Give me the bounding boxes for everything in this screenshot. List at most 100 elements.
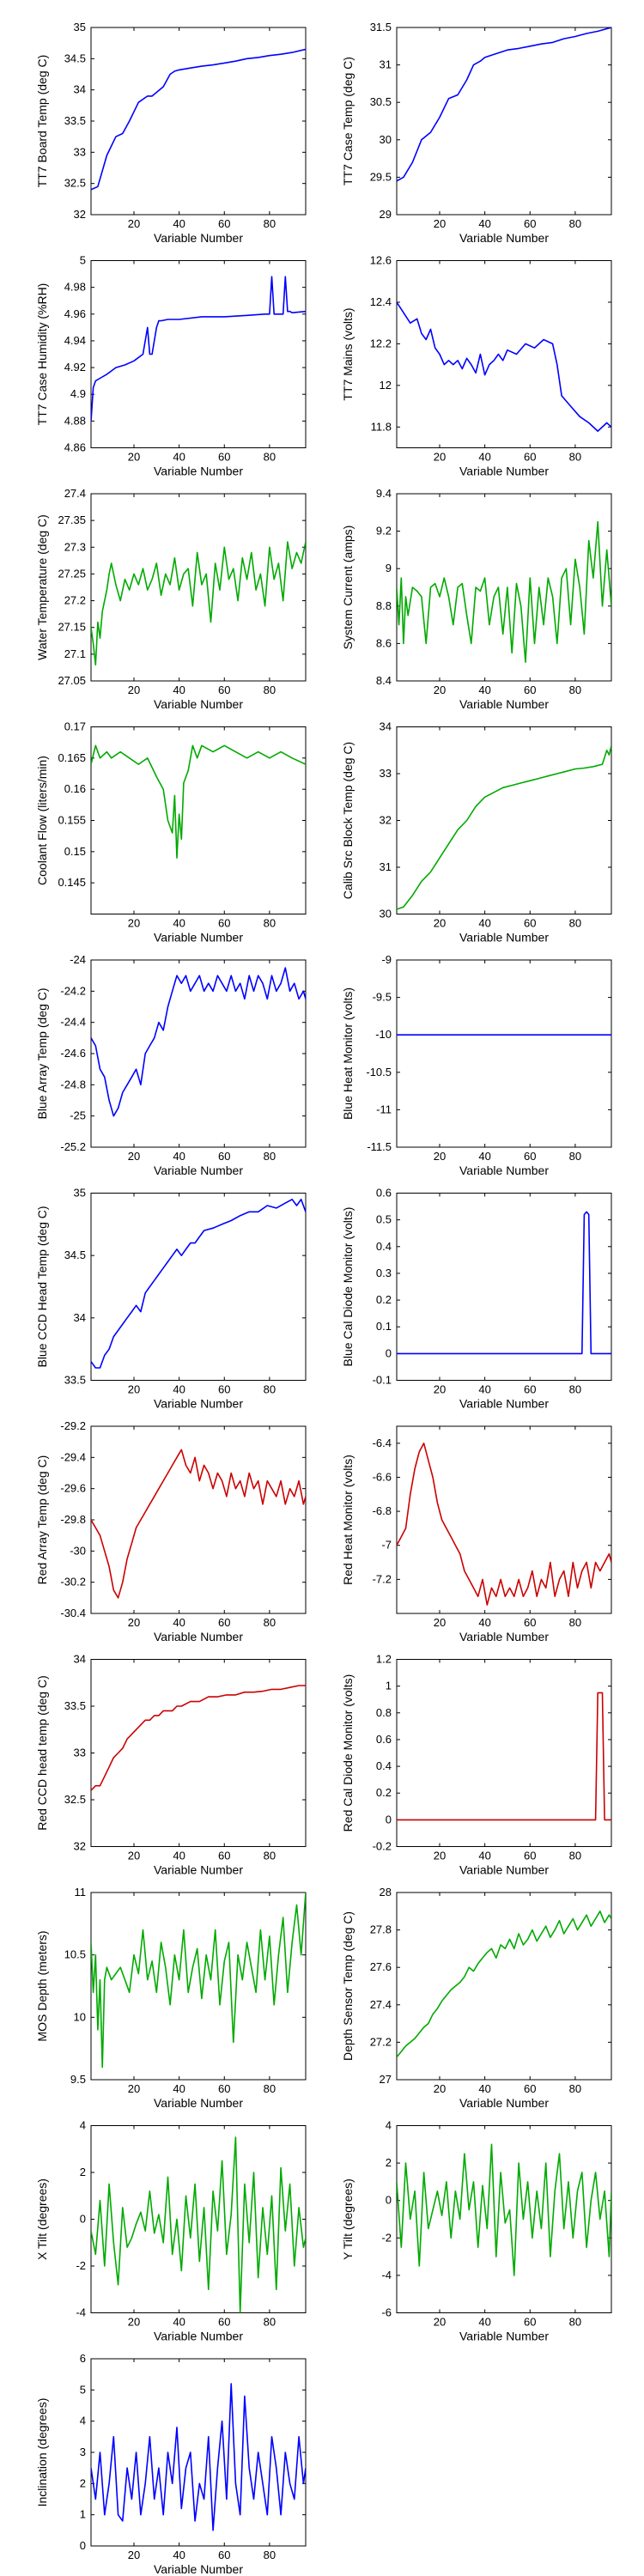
x-tick-label: 80 bbox=[264, 1150, 276, 1163]
x-tick-label: 60 bbox=[524, 2316, 536, 2329]
y-tick-label: 33 bbox=[74, 1747, 86, 1759]
y-tick-label: 27.8 bbox=[370, 1923, 392, 1936]
y-tick-label: 2 bbox=[386, 2156, 392, 2169]
x-tick-label: 80 bbox=[569, 1616, 581, 1629]
series-line bbox=[91, 48, 306, 191]
x-tick-label: 20 bbox=[128, 2549, 140, 2561]
chart-panel: 20 40 60 80 4.86 4.88 4.9 4.92 4.94 4.96 4.98 5 Vari… bbox=[35, 254, 307, 478]
x-tick-label: 40 bbox=[478, 217, 490, 230]
x-tick-label: 80 bbox=[569, 917, 581, 930]
x-tick-label: 40 bbox=[173, 451, 185, 464]
x-tick-label: 40 bbox=[478, 2082, 490, 2095]
x-axis-label: Variable Number bbox=[459, 697, 549, 711]
x-tick-label: 20 bbox=[434, 1383, 446, 1396]
y-tick-label: 4 bbox=[80, 2119, 86, 2132]
y-tick-label: 0.15 bbox=[64, 845, 86, 858]
y-axis-label: Y Tilt (degrees) bbox=[341, 2178, 355, 2260]
y-tick-label: 0.6 bbox=[376, 1187, 392, 1200]
y-axis-label: MOS Depth (meters) bbox=[35, 1930, 49, 2041]
y-axis-label: Red Heat Monitor (volts) bbox=[341, 1455, 355, 1585]
y-tick-label: 4.9 bbox=[70, 387, 86, 400]
x-tick-label: 40 bbox=[173, 2549, 185, 2561]
x-axis-label: Variable Number bbox=[459, 2330, 549, 2343]
y-tick-label: -11.5 bbox=[367, 1140, 392, 1153]
series-line bbox=[91, 1449, 306, 1599]
y-tick-label: 8.8 bbox=[376, 599, 392, 612]
x-tick-label: 80 bbox=[569, 1150, 581, 1163]
x-tick-label: 80 bbox=[264, 1616, 276, 1629]
y-tick-label: 9.4 bbox=[376, 487, 392, 500]
series-line bbox=[397, 745, 611, 910]
y-tick-label: 12.2 bbox=[370, 337, 392, 349]
y-tick-label: 32.5 bbox=[64, 1793, 86, 1806]
chart-panel: 20 40 60 80 32 32.5 33 33.5 34 34.5 35 Variable Num… bbox=[35, 21, 307, 245]
x-tick-label: 40 bbox=[478, 1616, 490, 1629]
y-tick-label: 4.94 bbox=[64, 334, 86, 347]
plot-frame bbox=[396, 959, 612, 1148]
chart-panel: 20 40 60 80 -7.2 -7 -6.8 -6.6 -6.4 Variable Numbe… bbox=[341, 1425, 612, 1643]
plot-frame bbox=[90, 1193, 307, 1381]
series-line bbox=[91, 2136, 306, 2313]
y-tick-label: 27.35 bbox=[58, 513, 86, 526]
plot-frame bbox=[90, 260, 307, 448]
y-tick-label: -6.4 bbox=[373, 1437, 392, 1449]
x-tick-label: 20 bbox=[128, 2082, 140, 2095]
chart-panel: 20 40 60 80 -0.1 0 0.1 0.2 0.3 0.4 0.5 0.6 Variable … bbox=[341, 1187, 612, 1411]
x-tick-label: 40 bbox=[173, 217, 185, 230]
x-tick-label: 20 bbox=[434, 451, 446, 464]
y-axis-label: TT7 Board Temp (deg C) bbox=[35, 55, 49, 188]
x-tick-label: 20 bbox=[128, 1383, 140, 1396]
x-tick-label: 60 bbox=[524, 1383, 536, 1396]
x-tick-label: 60 bbox=[218, 2549, 230, 2561]
y-axis-label: TT7 Case Humidity (%RH) bbox=[35, 283, 49, 426]
x-tick-label: 80 bbox=[569, 2316, 581, 2329]
series-line bbox=[91, 2383, 306, 2531]
x-tick-label: 80 bbox=[569, 217, 581, 230]
plot-frame bbox=[396, 1659, 612, 1847]
series-line bbox=[397, 1211, 611, 1355]
chart-panel: 20 40 60 80 11.8 12 12.2 12.4 12.6 Variable Numbe… bbox=[341, 254, 612, 478]
chart-panel: 20 40 60 80 33.5 34 34.5 35 Variable Number Blue … bbox=[35, 1187, 307, 1411]
y-tick-label: -11 bbox=[376, 1103, 392, 1115]
y-tick-label: 0.155 bbox=[58, 814, 86, 827]
x-tick-label: 60 bbox=[218, 1383, 230, 1396]
y-tick-label: 10.5 bbox=[64, 1948, 86, 1961]
y-tick-label: 27.2 bbox=[64, 594, 86, 607]
x-tick-label: 80 bbox=[569, 1383, 581, 1396]
y-tick-label: 33.5 bbox=[64, 1374, 86, 1387]
chart-panel: 20 40 60 80 -25.2 -25 -24.8 -24.6 -24.4 -24.2 -24 V… bbox=[35, 953, 307, 1177]
x-axis-label: Variable Number bbox=[459, 1163, 549, 1177]
y-tick-label: 27.05 bbox=[58, 674, 86, 687]
series-line bbox=[397, 27, 611, 182]
y-tick-label: -2 bbox=[76, 2259, 86, 2272]
x-tick-label: 60 bbox=[218, 217, 230, 230]
plot-frame bbox=[90, 959, 307, 1148]
y-axis-label: Depth Sensor Temp (deg C) bbox=[341, 1911, 355, 2061]
y-tick-label: 32 bbox=[74, 208, 86, 221]
y-tick-label: 0.2 bbox=[376, 1786, 392, 1799]
x-tick-label: 60 bbox=[524, 1616, 536, 1629]
x-tick-label: 20 bbox=[434, 1150, 446, 1163]
x-tick-label: 40 bbox=[478, 917, 490, 930]
x-axis-label: Variable Number bbox=[154, 1863, 243, 1877]
x-tick-label: 60 bbox=[218, 451, 230, 464]
y-tick-label: 11.8 bbox=[371, 420, 392, 433]
x-axis-label: Variable Number bbox=[154, 931, 243, 945]
y-tick-label: 8.4 bbox=[376, 674, 392, 687]
plot-frame bbox=[396, 1193, 612, 1381]
x-tick-label: 20 bbox=[128, 2316, 140, 2329]
y-tick-label: 0.6 bbox=[376, 1733, 392, 1746]
y-tick-label: 34 bbox=[74, 1653, 86, 1666]
y-tick-label: 0.145 bbox=[58, 876, 86, 889]
x-axis-label: Variable Number bbox=[154, 2330, 243, 2343]
y-tick-label: 4.96 bbox=[64, 307, 86, 320]
y-tick-label: 33 bbox=[380, 767, 392, 780]
plot-frame bbox=[396, 726, 612, 914]
y-tick-label: 0.3 bbox=[376, 1267, 392, 1279]
y-axis-label: Red Cal Diode Monitor (volts) bbox=[341, 1674, 355, 1832]
x-tick-label: 80 bbox=[264, 2082, 276, 2095]
series-line bbox=[397, 1443, 611, 1606]
y-axis-label: Blue CCD Head Temp (deg C) bbox=[35, 1206, 49, 1367]
x-tick-label: 80 bbox=[264, 917, 276, 930]
